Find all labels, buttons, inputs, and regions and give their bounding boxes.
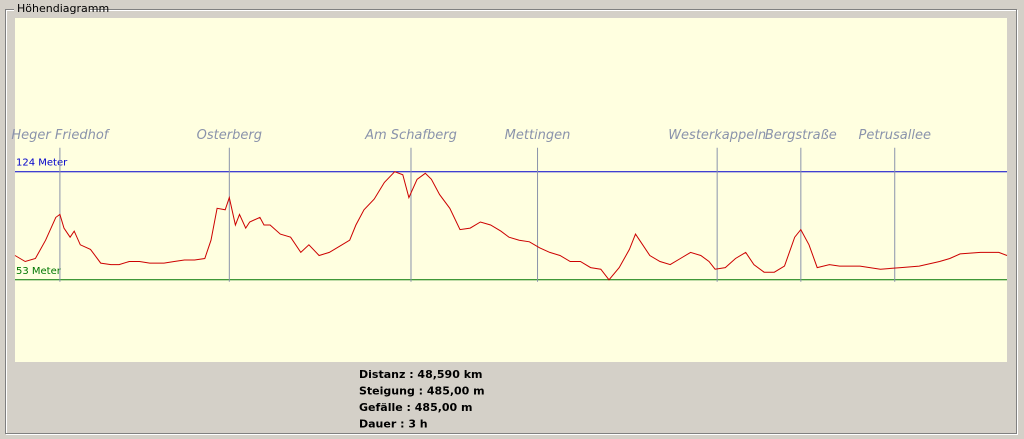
title-bg: [14, 3, 90, 16]
stats: Distanz : 48,590 km Steigung : 485,00 m Ge…: [359, 368, 485, 431]
stat-line: Steigung : 485,00 m: [359, 385, 485, 398]
stat-line: Gefälle : 485,00 m: [359, 401, 473, 414]
group-border-light: [6, 10, 1018, 435]
plot-area: [15, 18, 1007, 362]
reference-label: 124 Meter: [16, 158, 68, 169]
panel-title: Höhendiagramm: [17, 2, 109, 15]
stat-line: Distanz : 48,590 km: [359, 368, 482, 381]
elevation-line: [14, 171, 1008, 281]
waypoint-label: Osterberg: [197, 128, 262, 143]
waypoint-label: Bergstraße: [765, 128, 837, 143]
waypoint-label: Heger Friedhof: [11, 128, 110, 143]
stat-line: Dauer : 3 h: [359, 418, 428, 431]
waypoint-label: Petrusallee: [858, 128, 930, 143]
plot: 124 Meter 53 Meter Heger Friedhof Osterberg…: [11, 128, 1008, 282]
waypoint-label: Am Schafberg: [364, 128, 457, 143]
group-border: [5, 9, 1017, 434]
reference-label: 53 Meter: [16, 266, 62, 277]
waypoint-label: Westerkappeln: [668, 128, 766, 143]
waypoint-label: Mettingen: [505, 128, 571, 143]
